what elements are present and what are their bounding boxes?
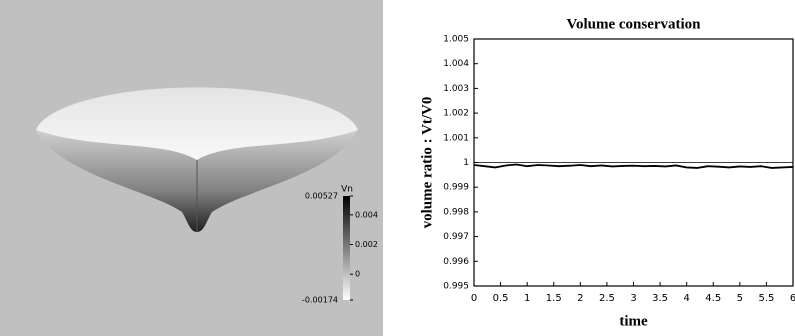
y-tick-label: 1.001 <box>443 133 469 143</box>
x-tick-label: 0.5 <box>493 293 509 304</box>
x-tick-label: 5.5 <box>758 293 774 304</box>
x-tick-label: 1.5 <box>546 293 562 304</box>
data-line <box>474 164 793 167</box>
y-tick-label: 0.999 <box>443 183 469 193</box>
x-axis-label: time <box>619 313 648 329</box>
y-tick-label: 0.995 <box>443 282 469 292</box>
x-tick-label: 5 <box>737 293 743 304</box>
x-tick-label: 0 <box>471 293 477 304</box>
colorbar-tick-label: 0 <box>355 270 360 279</box>
y-tick-label: 1.002 <box>443 109 469 119</box>
x-tick-label: 2.5 <box>599 293 615 304</box>
x-tick-label: 4 <box>683 293 689 304</box>
colorbar-tick-label: 0.002 <box>355 240 378 249</box>
y-tick-label: 0.996 <box>443 257 469 267</box>
y-tick-label: 1.004 <box>443 59 469 69</box>
line-chart: Volume conservation time volume ratio : Vt… <box>419 16 795 329</box>
x-tick-label: 1 <box>524 293 530 304</box>
colorbar-tick-label: 0.004 <box>355 210 378 219</box>
colorbar-tick-label: 0.00527 <box>305 192 338 201</box>
colorbar-fill <box>343 196 350 300</box>
x-tick-label: 3 <box>630 293 636 304</box>
x-tick-label: 4.5 <box>705 293 721 304</box>
y-tick-label: 1.003 <box>443 84 469 94</box>
colorbar-title: Vn <box>341 185 353 195</box>
screenshot: Vn -0.00174 0 0.002 0.004 0.00527 Volume cons… <box>0 0 795 336</box>
y-axis-label: volume ratio : Vt/V0 <box>419 97 435 229</box>
colorbar-tick-label: -0.00174 <box>302 296 338 305</box>
x-tick-label: 3.5 <box>652 293 668 304</box>
y-tick-label: 0.998 <box>443 207 469 217</box>
x-tick-label: 2 <box>577 293 583 304</box>
y-tick-label: 1 <box>463 158 469 168</box>
y-tick-label: 1.005 <box>443 35 469 45</box>
y-tick-label: 0.997 <box>443 232 469 242</box>
x-tick-label: 6 <box>790 293 795 304</box>
chart-title: Volume conservation <box>566 16 701 32</box>
